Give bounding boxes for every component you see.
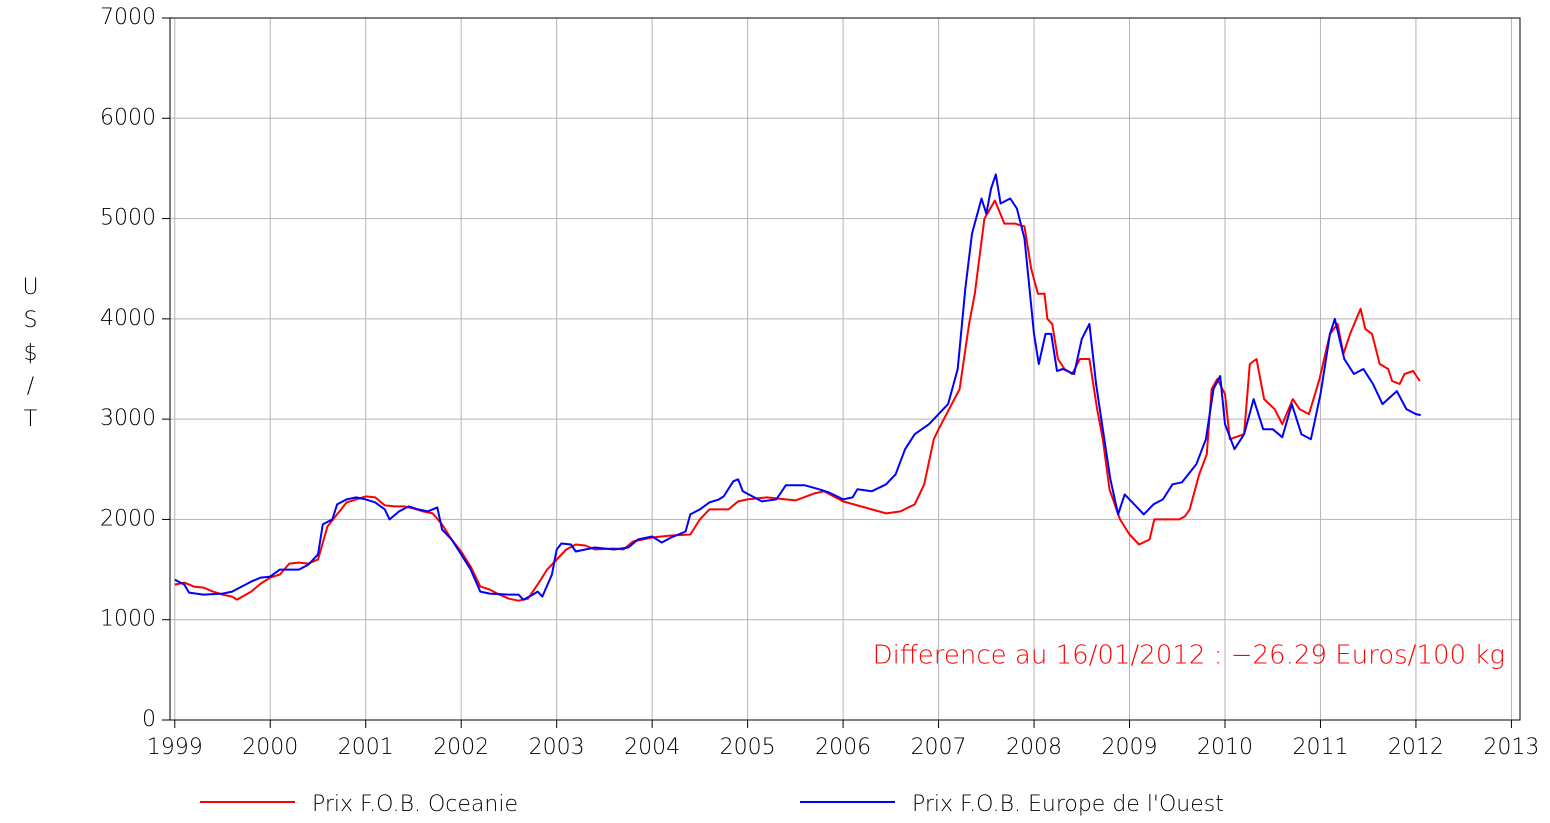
- x-tick-label: 2008: [1006, 735, 1062, 760]
- x-tick-label: 2001: [338, 735, 394, 760]
- x-tick-label: 2007: [911, 735, 967, 760]
- y-tick-label: 3000: [100, 406, 156, 431]
- legend-label: Prix F.O.B. Europe de l'Ouest: [912, 792, 1224, 817]
- x-tick-label: 2013: [1483, 735, 1539, 760]
- y-axis-label: US$/T: [18, 275, 43, 440]
- plot-frame: [169, 17, 1521, 721]
- x-tick-label: 2002: [433, 735, 489, 760]
- x-tick-label: 2012: [1388, 735, 1444, 760]
- x-tick-label: 2009: [1102, 735, 1158, 760]
- x-tick-label: 2003: [529, 735, 585, 760]
- series-line: [174, 199, 1421, 602]
- y-tick-label: 7000: [100, 5, 156, 30]
- x-tick-label: 2010: [1197, 735, 1253, 760]
- x-tick-label: 2005: [720, 735, 776, 760]
- y-tick-label: 4000: [100, 306, 156, 331]
- y-tick-label: 6000: [100, 105, 156, 130]
- x-tick-label: 2006: [815, 735, 871, 760]
- x-tick-label: 2011: [1292, 735, 1348, 760]
- y-tick-label: 1000: [100, 607, 156, 632]
- x-tick-label: 2004: [624, 735, 680, 760]
- y-tick-label: 5000: [100, 206, 156, 231]
- y-tick-label: 2000: [100, 506, 156, 531]
- x-tick-label: 2000: [242, 735, 298, 760]
- legend-label: Prix F.O.B. Oceanie: [312, 792, 518, 817]
- x-tick-label: 1999: [147, 735, 203, 760]
- annotation: Difference au 16/01/2012 : −26.29 Euros/…: [873, 641, 1505, 671]
- series-line: [174, 173, 1421, 601]
- y-tick-label: 0: [142, 707, 156, 732]
